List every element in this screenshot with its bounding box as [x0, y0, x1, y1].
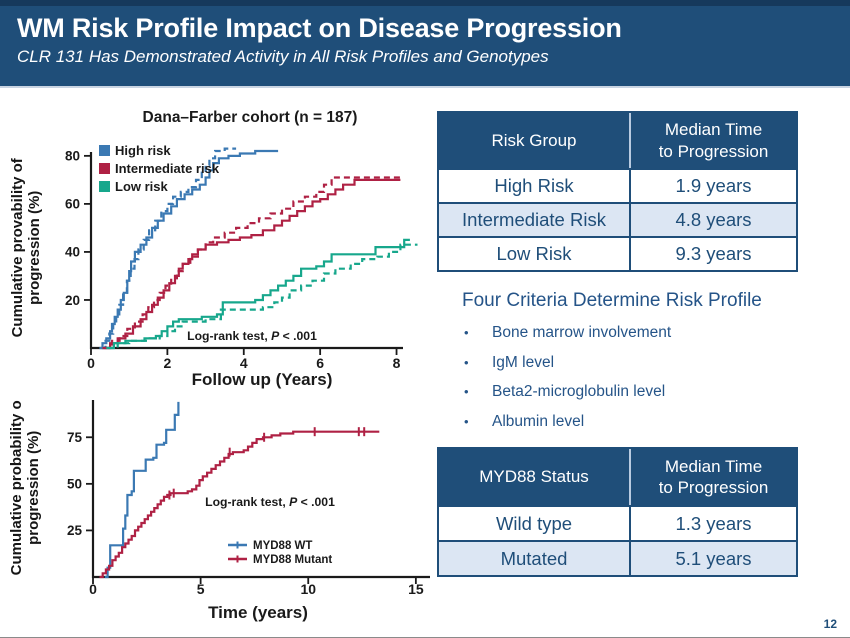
km-curve — [104, 176, 401, 350]
criteria-heading: Four Criteria Determine Risk Profile — [462, 290, 762, 311]
km-curve — [99, 430, 380, 579]
table-cell: Wild type — [439, 505, 629, 540]
slide-title: WM Risk Profile Impact on Disease Progre… — [17, 13, 622, 43]
x-axis-label: Follow up (Years) — [192, 370, 333, 389]
logrank-annotation: Log-rank test, P < .001 — [187, 329, 317, 343]
km-curve — [104, 401, 180, 579]
svg-text:20: 20 — [65, 293, 80, 308]
bullet-item: • Bone marrow involvement — [464, 324, 671, 342]
bullet-item: • Beta2-microglobulin level — [464, 383, 671, 401]
table-cell: Intermediate Risk — [439, 202, 629, 236]
bullet-item: • Albumin level — [464, 413, 671, 431]
svg-text:80: 80 — [65, 149, 80, 164]
bullet-text: IgM level — [492, 353, 555, 371]
legend-swatch — [99, 145, 110, 156]
bullet-text: Beta2-microglobulin level — [492, 383, 666, 400]
bullet-text: Albumin level — [492, 412, 585, 430]
slide-subtitle: CLR 131 Has Demonstrated Activity in All… — [17, 47, 549, 67]
table-cell: 1.9 years — [629, 168, 796, 202]
km-curve — [106, 238, 410, 350]
svg-text:10: 10 — [300, 581, 316, 597]
legend-label: Low risk — [115, 179, 169, 194]
table-cell: 4.8 years — [629, 202, 796, 236]
criteria-list: • Bone marrow involvement • IgM level • Beta2… — [464, 324, 671, 442]
bullet-dot-icon: • — [464, 384, 469, 399]
svg-text:0: 0 — [87, 355, 95, 371]
table-cell: 9.3 years — [629, 236, 796, 270]
table-cell: 5.1 years — [629, 540, 796, 575]
ticks — [86, 436, 417, 584]
km-curve — [99, 149, 279, 350]
tick-labels: 0 5 10 15 25 50 75 — [67, 430, 424, 597]
page-number: 12 — [823, 617, 837, 631]
slide-header: WM Risk Profile Impact on Disease Progre… — [0, 0, 850, 88]
legend-label: MYD88 WT — [253, 540, 312, 552]
bullet-dot-icon: • — [464, 325, 469, 340]
bullet-dot-icon: • — [464, 354, 469, 370]
bullet-dot-icon: • — [464, 413, 469, 429]
chart-title: Dana–Farber cohort (n = 187) — [143, 109, 358, 126]
svg-text:50: 50 — [67, 477, 82, 492]
svg-text:0: 0 — [89, 581, 97, 597]
km-curve — [108, 243, 418, 350]
table-cell: High Risk — [439, 168, 629, 202]
km-risk-chart: 0 2 4 6 8 20 40 60 80 Dana–Farber cohort (n = 187… — [65, 109, 418, 389]
legend: MYD88 WT MYD88 Mutant — [228, 540, 332, 566]
svg-text:25: 25 — [67, 523, 83, 538]
logrank-annotation: Log-rank test, P < .001 — [205, 495, 335, 509]
table-header-cell: Median Time to Progression — [629, 449, 796, 505]
tick-labels: 0 2 4 6 8 20 40 60 80 — [65, 149, 401, 371]
bullet-item: • IgM level — [464, 354, 671, 372]
svg-text:5: 5 — [197, 581, 205, 597]
ticks — [84, 154, 398, 355]
table-cell: 1.3 years — [629, 505, 796, 540]
bullet-text: Bone marrow involvement — [492, 324, 672, 341]
km-myd88-chart: 0 5 10 15 25 50 75 Time (years) Log-rank test, P… — [67, 400, 430, 622]
svg-text:2: 2 — [163, 355, 171, 371]
legend-label: Intermediate risk — [115, 161, 220, 176]
legend-label: High risk — [115, 143, 171, 158]
svg-text:60: 60 — [65, 197, 80, 212]
table-header-cell: Median Time to Progression — [629, 113, 796, 168]
table-header-cell: Risk Group — [439, 113, 629, 168]
svg-text:75: 75 — [67, 430, 83, 445]
km-myd88-chart-ylabel: Cumulative probability o progression (%) — [8, 400, 42, 576]
km-risk-chart-ylabel: Cumulative provability of progression (%… — [9, 158, 43, 338]
legend: High risk Intermediate risk Low risk — [99, 143, 220, 194]
risk-table: Risk Group Median Time to Progression High… — [437, 111, 798, 272]
x-axis-label: Time (years) — [208, 603, 308, 622]
svg-text:40: 40 — [65, 245, 80, 260]
myd88-table: MYD88 Status Median Time to Progression Wi… — [437, 447, 798, 577]
table-header-cell: MYD88 Status — [439, 449, 629, 505]
legend-label: MYD88 Mutant — [253, 554, 332, 566]
legend-swatch — [99, 181, 110, 192]
svg-text:8: 8 — [393, 355, 401, 371]
svg-text:15: 15 — [408, 581, 424, 597]
table-cell: Mutated — [439, 540, 629, 575]
legend-swatch — [99, 163, 110, 174]
table-cell: Low Risk — [439, 236, 629, 270]
svg-text:6: 6 — [316, 355, 324, 371]
svg-text:4: 4 — [240, 355, 248, 371]
